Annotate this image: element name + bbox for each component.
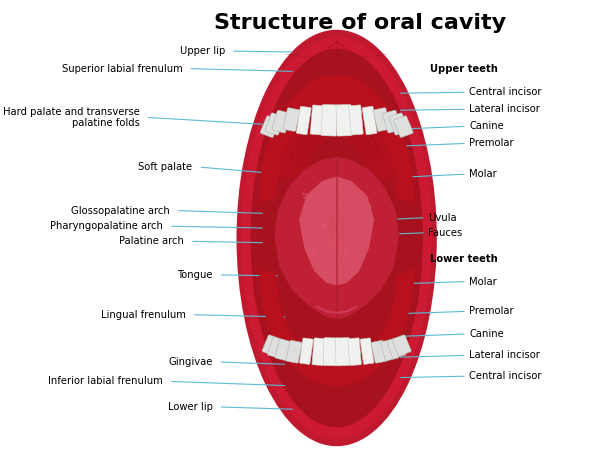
Text: Lower lip: Lower lip bbox=[168, 402, 212, 412]
FancyBboxPatch shape bbox=[299, 338, 313, 365]
Text: Canine: Canine bbox=[469, 121, 504, 131]
Polygon shape bbox=[278, 103, 395, 179]
FancyBboxPatch shape bbox=[349, 105, 363, 135]
FancyBboxPatch shape bbox=[389, 113, 408, 135]
FancyBboxPatch shape bbox=[275, 339, 293, 361]
Text: Lower teeth: Lower teeth bbox=[430, 254, 498, 264]
Text: Premolar: Premolar bbox=[469, 307, 514, 317]
FancyBboxPatch shape bbox=[267, 337, 286, 358]
FancyBboxPatch shape bbox=[323, 337, 338, 366]
Text: Molar: Molar bbox=[469, 277, 497, 287]
Text: Glossopalatine arch: Glossopalatine arch bbox=[71, 206, 170, 216]
Ellipse shape bbox=[242, 37, 432, 439]
FancyBboxPatch shape bbox=[296, 106, 311, 135]
Text: Central incisor: Central incisor bbox=[469, 87, 542, 97]
FancyBboxPatch shape bbox=[260, 116, 280, 138]
FancyBboxPatch shape bbox=[373, 108, 390, 131]
Text: Lateral incisor: Lateral incisor bbox=[469, 350, 540, 360]
Polygon shape bbox=[259, 269, 414, 386]
Text: Gingivae: Gingivae bbox=[168, 357, 212, 367]
FancyBboxPatch shape bbox=[265, 113, 285, 135]
FancyBboxPatch shape bbox=[381, 339, 398, 361]
Text: Upper lip: Upper lip bbox=[180, 46, 225, 56]
Text: Premolar: Premolar bbox=[469, 139, 514, 149]
Text: Structure of oral cavity: Structure of oral cavity bbox=[214, 13, 506, 33]
Text: Canine: Canine bbox=[469, 329, 504, 339]
Polygon shape bbox=[274, 157, 399, 319]
FancyBboxPatch shape bbox=[387, 337, 406, 358]
Ellipse shape bbox=[330, 213, 344, 244]
Text: Inferior labial frenulum: Inferior labial frenulum bbox=[48, 377, 163, 387]
Text: Palatine arch: Palatine arch bbox=[119, 236, 184, 246]
FancyBboxPatch shape bbox=[382, 110, 401, 133]
FancyBboxPatch shape bbox=[310, 105, 324, 135]
FancyBboxPatch shape bbox=[336, 104, 352, 136]
Ellipse shape bbox=[250, 49, 423, 427]
Text: Central incisor: Central incisor bbox=[469, 371, 542, 381]
Text: Molar: Molar bbox=[469, 169, 497, 179]
Text: Lingual frenulum: Lingual frenulum bbox=[101, 310, 186, 320]
Ellipse shape bbox=[331, 238, 342, 248]
Text: Pharyngopalatine arch: Pharyngopalatine arch bbox=[50, 221, 163, 231]
FancyBboxPatch shape bbox=[392, 335, 411, 356]
FancyBboxPatch shape bbox=[286, 340, 302, 363]
Ellipse shape bbox=[304, 177, 369, 271]
Ellipse shape bbox=[236, 30, 437, 446]
FancyBboxPatch shape bbox=[394, 116, 413, 138]
Polygon shape bbox=[259, 75, 414, 202]
FancyBboxPatch shape bbox=[360, 338, 374, 365]
Text: Hard palate and transverse
palatine folds: Hard palate and transverse palatine fold… bbox=[3, 107, 140, 128]
FancyBboxPatch shape bbox=[335, 337, 350, 366]
FancyBboxPatch shape bbox=[362, 106, 377, 135]
Text: Uvula: Uvula bbox=[428, 213, 457, 223]
FancyBboxPatch shape bbox=[272, 110, 291, 133]
Text: Soft palate: Soft palate bbox=[138, 162, 192, 172]
FancyBboxPatch shape bbox=[321, 104, 337, 136]
Text: Tongue: Tongue bbox=[177, 270, 212, 280]
FancyBboxPatch shape bbox=[348, 338, 361, 366]
Text: Fauces: Fauces bbox=[428, 228, 463, 238]
FancyBboxPatch shape bbox=[312, 338, 326, 366]
Text: Upper teeth: Upper teeth bbox=[430, 64, 498, 74]
FancyBboxPatch shape bbox=[262, 335, 282, 356]
Text: Lateral incisor: Lateral incisor bbox=[469, 104, 540, 114]
FancyBboxPatch shape bbox=[283, 108, 300, 131]
Polygon shape bbox=[299, 177, 374, 285]
FancyBboxPatch shape bbox=[371, 340, 387, 363]
Text: Superior labial frenulum: Superior labial frenulum bbox=[62, 64, 182, 74]
